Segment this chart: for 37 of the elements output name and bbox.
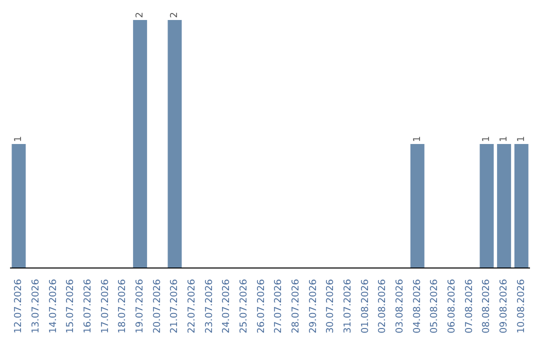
- x-tick-label: 23.07.2026: [204, 279, 215, 334]
- x-tick-label: 16.07.2026: [82, 279, 94, 334]
- x-tick-label: 10.08.2026: [516, 279, 527, 334]
- x-tick-label: 29.07.2026: [308, 279, 319, 334]
- x-tick-label: 25.07.2026: [238, 279, 250, 334]
- x-tick-label: 27.07.2026: [273, 279, 284, 334]
- x-tick-label: 12.07.2026: [13, 279, 24, 334]
- x-tick-label: 30.07.2026: [325, 279, 336, 334]
- x-tick-label: 21.07.2026: [169, 279, 180, 334]
- x-tick-label: 15.07.2026: [65, 279, 76, 334]
- x-tick-label: 18.07.2026: [117, 279, 128, 334]
- data-label: 1: [498, 136, 510, 142]
- x-tick-label: 19.07.2026: [134, 279, 146, 334]
- x-tick-label: 07.08.2026: [464, 279, 475, 334]
- x-tick-label: 26.07.2026: [256, 279, 267, 334]
- x-tick-label: 05.08.2026: [429, 279, 440, 334]
- x-tick-label: 09.08.2026: [498, 279, 510, 334]
- data-label: 1: [412, 136, 423, 142]
- x-tick-label: 31.07.2026: [342, 279, 354, 334]
- data-label: 2: [169, 12, 180, 18]
- data-label: 1: [13, 136, 24, 142]
- x-tick-label: 02.08.2026: [377, 279, 388, 334]
- x-tick-label: 24.07.2026: [221, 279, 232, 334]
- data-label: 1: [481, 136, 492, 142]
- x-tick-label: 01.08.2026: [360, 279, 371, 334]
- x-tick-label: 22.07.2026: [186, 279, 198, 334]
- x-tick-label: 06.08.2026: [446, 279, 458, 334]
- data-label: 2: [134, 12, 146, 18]
- x-tick-label: 03.08.2026: [394, 279, 406, 334]
- x-tick-label: 17.07.2026: [100, 279, 111, 334]
- x-tick-label: 28.07.2026: [290, 279, 302, 334]
- x-tick-label: 14.07.2026: [48, 279, 59, 334]
- x-tick-label: 08.08.2026: [481, 279, 492, 334]
- x-tick-label: 04.08.2026: [412, 279, 423, 334]
- x-tick-label: 13.07.2026: [30, 279, 42, 334]
- x-tick-label: 20.07.2026: [152, 279, 163, 334]
- data-label: 1: [516, 136, 527, 142]
